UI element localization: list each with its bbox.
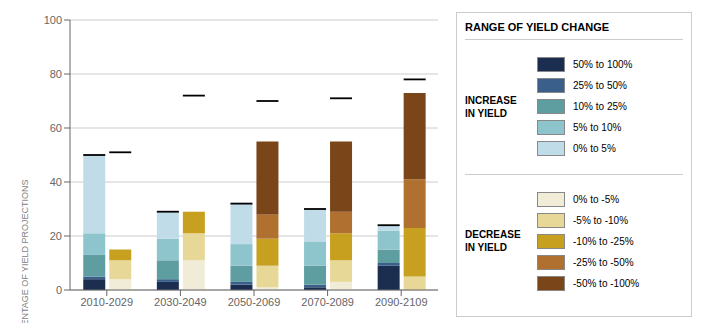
html-text:0% to 5%: 0% to 5% [573, 143, 616, 155]
svg-text:100: 100 [44, 14, 62, 26]
html-text:0% to -5%: 0% to -5% [573, 193, 620, 205]
html-text:RANGE OF YIELD CHANGE: RANGE OF YIELD CHANGE [465, 21, 609, 33]
svg-text:0: 0 [56, 284, 62, 296]
html-text:5% to 10%: 5% to 10% [573, 122, 622, 134]
html-text:-10% to -25%: -10% to -25% [573, 235, 634, 247]
svg-text:2070-2089: 2070-2089 [301, 296, 354, 308]
svg-text:2030-2049: 2030-2049 [154, 296, 207, 308]
html-text:50% to 100%: 50% to 100% [573, 59, 633, 71]
svg-text:20: 20 [50, 230, 62, 242]
svg-text:2050-2069: 2050-2069 [228, 296, 281, 308]
svg-text:2090-2109: 2090-2109 [375, 296, 428, 308]
html-text:-5% to -10%: -5% to -10% [573, 214, 628, 226]
html-text:-25% to -50%: -25% to -50% [573, 256, 634, 268]
html-text:INCREASE IN YIELD: INCREASE IN YIELD [465, 94, 517, 119]
html-text:10% to 25%: 10% to 25% [573, 101, 627, 113]
svg-text:PERCENTAGE OF YIELD PROJECTION: PERCENTAGE OF YIELD PROJECTIONS [20, 179, 30, 323]
html-text:-50% to -100%: -50% to -100% [573, 277, 640, 289]
svg-text:60: 60 [50, 122, 62, 134]
svg-text:80: 80 [50, 68, 62, 80]
svg-text:2010-2029: 2010-2029 [80, 296, 133, 308]
html-text:DECREASE IN YIELD: DECREASE IN YIELD [465, 229, 521, 254]
html-text:25% to 50%: 25% to 50% [573, 80, 627, 92]
svg-text:40: 40 [50, 176, 62, 188]
